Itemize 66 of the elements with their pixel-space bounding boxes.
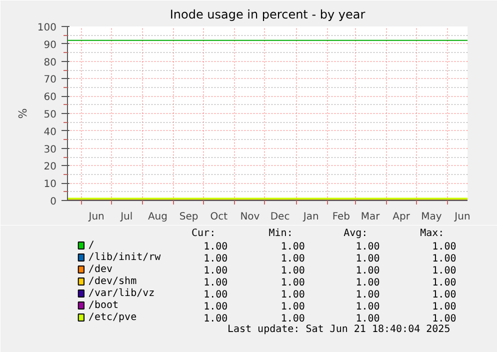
- legend-label: /dev: [88, 264, 113, 275]
- x-tick-label: May: [421, 212, 442, 222]
- text: 1.00: [204, 242, 228, 252]
- text: 1.00: [356, 314, 380, 324]
- legend-label: /: [88, 240, 94, 251]
- text: 1.00: [280, 314, 305, 324]
- text: 1.00: [356, 278, 380, 288]
- x-tick-label: Oct: [210, 212, 228, 222]
- text: 1.00: [356, 254, 380, 264]
- text: 1.00: [280, 278, 305, 288]
- x-tick-label: Feb: [332, 212, 350, 222]
- text: 1.00: [432, 278, 456, 288]
- text: 1.00: [204, 290, 228, 300]
- text: 1.00: [432, 242, 456, 252]
- text: 1.00: [356, 242, 380, 252]
- y-tick-label: 80: [44, 57, 57, 68]
- text: 1.00: [280, 290, 305, 300]
- y-tick-label: 90: [44, 40, 57, 51]
- x-tick-label: Jun: [454, 212, 470, 222]
- text: 1.00: [204, 314, 228, 324]
- text: 1.00: [432, 314, 456, 324]
- text: 1.00: [204, 266, 228, 276]
- x-tick-label: Aug: [148, 212, 168, 222]
- text: 1.00: [204, 278, 228, 288]
- legend-label: /etc/pve: [88, 312, 137, 323]
- x-tick-label: Dec: [270, 212, 290, 222]
- text: 1.00: [432, 290, 456, 300]
- text: Min:: [268, 228, 293, 239]
- text: 1.00: [432, 266, 456, 276]
- y-tick-label: 10: [44, 179, 57, 190]
- x-tick-label: Jan: [302, 212, 319, 222]
- y-tick-label: 60: [44, 92, 57, 104]
- text: 1.00: [280, 242, 305, 252]
- y-tick-label: 70: [44, 74, 57, 86]
- y-axis-title: %: [16, 108, 30, 119]
- y-tick-label: 40: [44, 126, 57, 138]
- x-tick-label: Apr: [392, 212, 411, 222]
- text: 1.00: [432, 254, 456, 264]
- x-tick-label: Nov: [240, 212, 260, 222]
- legend-label: /lib/init/rw: [88, 252, 162, 263]
- text: 1.00: [356, 266, 380, 276]
- legend-label: /var/lib/vz: [88, 288, 155, 299]
- text: 1.00: [280, 266, 305, 276]
- y-tick-label: 20: [44, 162, 57, 173]
- text: 1.00: [280, 254, 305, 264]
- y-tick-label: 100: [37, 22, 57, 34]
- chart-title: Inode usage in percent - by year: [170, 8, 366, 22]
- text: 1.00: [204, 254, 228, 264]
- text: 1.00: [204, 302, 228, 312]
- legend-label: /dev/shm: [88, 276, 137, 287]
- y-tick-label: 30: [44, 144, 57, 156]
- text: Cur:: [192, 228, 216, 239]
- text: Max:: [420, 228, 444, 239]
- text: Last update: Sat Jun 21 18:40:04 2025: [227, 324, 450, 335]
- x-tick-label: Jul: [120, 212, 133, 222]
- text: 1.00: [432, 302, 456, 312]
- text: 1.00: [280, 302, 305, 312]
- y-tick-label: 50: [44, 110, 57, 120]
- y-tick-label: 0: [50, 196, 57, 208]
- text: 1.00: [356, 290, 380, 300]
- x-tick-label: Jun: [88, 212, 104, 222]
- x-tick-label: Mar: [360, 212, 381, 222]
- x-tick-label: Sep: [179, 212, 198, 222]
- text: 1.00: [356, 302, 380, 312]
- legend-label: /boot: [88, 300, 119, 311]
- text: Avg:: [344, 228, 368, 239]
